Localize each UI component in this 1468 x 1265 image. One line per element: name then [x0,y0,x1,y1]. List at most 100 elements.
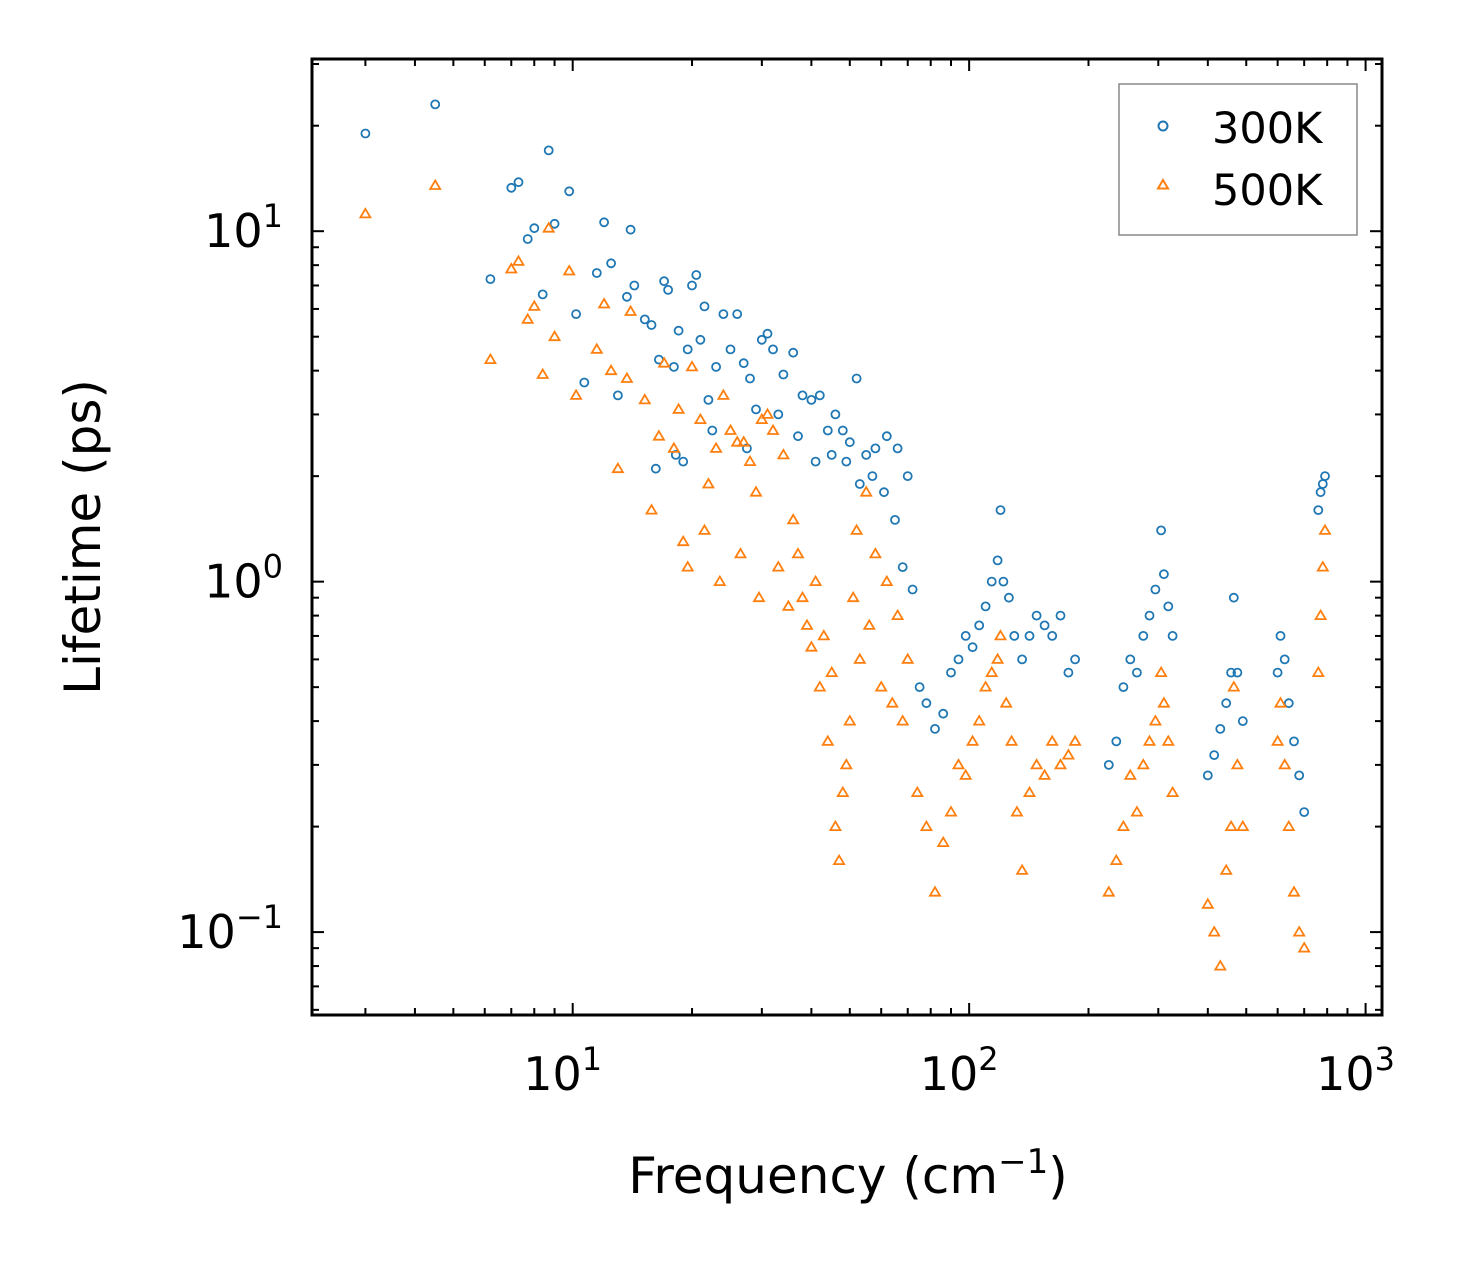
point-300K [892,443,903,454]
point-500K [901,652,915,664]
point-300K [762,328,773,339]
x-tick-label: 101 [523,1040,602,1101]
point-500K [737,435,751,447]
point-500K [1236,819,1250,831]
data-points [358,99,1332,971]
point-300K [879,487,889,498]
point-300K [946,667,956,678]
point-300K [1103,760,1114,770]
point-300K [1047,631,1058,641]
point-300K [810,456,821,467]
point-300K [659,276,669,287]
point-300K [687,280,697,291]
point-500K [760,407,775,419]
point-500K [1219,863,1233,875]
point-500K [548,329,562,342]
point-300K [1317,479,1328,489]
point-300K [778,369,789,380]
point-300K [867,471,878,482]
point-300K [571,309,581,320]
point-500K [685,360,699,372]
legend-marker-500k [1156,178,1170,190]
point-300K [699,301,710,312]
point-300K [1144,610,1155,621]
point-500K [1292,925,1306,937]
point-300K [613,390,623,401]
x-axis-label-text: Frequency (cm [628,1147,998,1205]
x-tick-label: 103 [1316,1040,1395,1101]
plot-frame [310,57,1384,1017]
point-300K [1150,584,1161,595]
point-500K [781,599,795,611]
point-500K [697,523,712,535]
point-300K [902,471,913,482]
point-300K [529,223,540,234]
point-300K [1111,736,1122,747]
point-300K [1315,487,1326,498]
point-300K [725,344,736,355]
point-500K [1130,805,1144,817]
point-500K [755,412,769,425]
point-300K [980,601,991,612]
point-500K [569,388,583,400]
point-500K [1136,758,1150,770]
point-500K [1282,819,1296,831]
point-500K [821,734,835,746]
y-tick-exponent: −1 [236,898,283,936]
point-300K [851,373,862,384]
point-500K [979,680,993,692]
point-500K [1061,748,1075,760]
x-tick-exponent: 2 [978,1040,998,1078]
point-300K [1125,654,1136,665]
point-300K [1024,631,1035,641]
point-500K [562,264,576,276]
point-500K [542,221,556,233]
point-300K [1209,750,1220,760]
point-300K [814,390,825,401]
point-300K [881,431,892,442]
legend-marker-300k [1157,120,1169,132]
point-500K [1224,819,1238,831]
point-500K [1109,853,1123,865]
point-300K [678,456,689,467]
point-500K [713,574,727,586]
point-300K [822,425,833,436]
x-axis-label: Frequency (cm−1) [628,1142,1068,1205]
point-300K [992,555,1003,566]
x-axis-label-close: ) [1048,1147,1068,1205]
point-500K [1102,885,1116,897]
point-300K [707,425,718,436]
point-500K [832,853,846,865]
point-500K [1316,560,1330,572]
point-500K [1068,734,1082,746]
point-500K [868,547,882,559]
point-500K [701,477,715,489]
point-300K [732,309,743,320]
point-300K [1279,654,1290,665]
point-300K [907,584,918,595]
legend-label-500k: 500K [1212,166,1324,216]
y-tick-label: 100 [204,548,283,609]
point-300K [1070,654,1080,665]
point-300K [1132,667,1142,678]
point-300K [930,724,940,734]
point-300K [1275,631,1286,641]
point-500K [1142,734,1157,746]
point-500K [1030,758,1044,770]
point-500K [993,629,1008,641]
point-500K [1271,734,1285,746]
point-300K [1215,724,1226,734]
point-500K [944,805,958,817]
point-300K [430,99,441,110]
point-500K [1278,758,1292,770]
y-tick-label: 101 [204,197,283,258]
point-300K [1156,525,1166,536]
point-300K [826,449,837,460]
point-300K [639,314,650,325]
point-300K [1221,698,1232,709]
point-300K [1138,631,1149,641]
point-300K [1167,631,1178,641]
point-500K [804,640,818,652]
point-300K [1272,667,1283,678]
